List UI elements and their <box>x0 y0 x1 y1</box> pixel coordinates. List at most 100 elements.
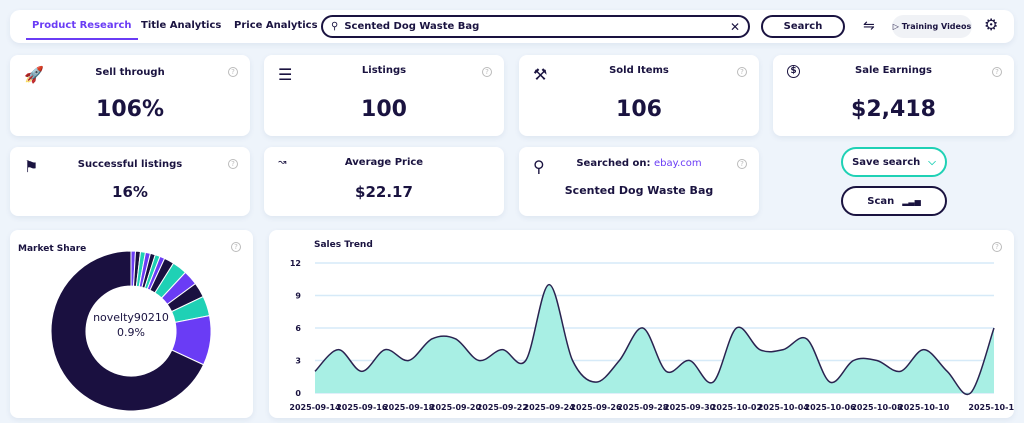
help-icon[interactable]: ? <box>482 67 492 77</box>
data-point[interactable] <box>921 347 927 353</box>
data-point[interactable] <box>944 368 950 374</box>
seller-name: novelty90210 <box>93 311 169 324</box>
y-tick-label: 6 <box>295 324 301 333</box>
data-point[interactable] <box>687 358 693 364</box>
card-value: $2,418 <box>851 97 936 122</box>
y-tick-label: 3 <box>295 357 301 366</box>
data-point[interactable] <box>382 347 388 353</box>
save-search-button[interactable]: Save search ⌵ <box>841 147 947 177</box>
sale-earnings-card: $ Sale Earnings ? $2,418 <box>773 55 1014 136</box>
scan-label: Scan <box>867 195 895 207</box>
x-tick-label: 2025-10-13 <box>968 403 1014 412</box>
data-point[interactable] <box>780 347 786 353</box>
search-button[interactable]: Search <box>761 15 845 38</box>
clear-icon[interactable]: ✕ <box>729 19 740 34</box>
x-tick-label: 2025-09-22 <box>477 403 528 412</box>
card-title: Sale Earnings <box>855 65 932 76</box>
x-tick-label: 2025-09-24 <box>524 403 576 412</box>
y-tick-label: 12 <box>290 259 301 268</box>
data-point[interactable] <box>757 347 763 353</box>
data-point[interactable] <box>499 347 505 353</box>
rocket-icon: 🚀 <box>24 65 44 84</box>
data-point[interactable] <box>312 368 318 374</box>
card-value: 106 <box>616 97 662 122</box>
data-point[interactable] <box>640 325 646 331</box>
data-point[interactable] <box>991 325 997 331</box>
data-point[interactable] <box>616 358 622 364</box>
listings-card: ☰ Listings ? 100 <box>264 55 504 136</box>
data-point[interactable] <box>429 336 435 342</box>
data-point[interactable] <box>476 358 482 364</box>
donut-center: novelty90210 0.9% <box>81 310 181 340</box>
searched-on-label: Searched on: <box>576 158 651 169</box>
filter-sliders-icon[interactable]: ⇋ <box>863 18 875 34</box>
sales-area <box>315 284 994 395</box>
data-point[interactable] <box>851 358 857 364</box>
x-tick-label: 2025-10-04 <box>758 403 810 412</box>
average-price-card: ↝ Average Price $22.17 <box>264 147 504 216</box>
x-tick-label: 2025-09-20 <box>430 403 482 412</box>
help-icon[interactable]: ? <box>228 67 238 77</box>
trend-icon: ↝ <box>278 157 287 168</box>
dollar-circle-icon: $ <box>787 65 800 78</box>
x-tick-label: 2025-09-30 <box>664 403 716 412</box>
sales-trend-chart: 0369122025-09-142025-09-162025-09-182025… <box>289 259 1014 412</box>
x-tick-label: 2025-09-28 <box>617 403 669 412</box>
help-icon[interactable]: ? <box>231 242 241 252</box>
donut-slice[interactable] <box>50 250 205 412</box>
x-tick-label: 2025-10-06 <box>805 403 857 412</box>
site-link[interactable]: ebay.com <box>653 158 702 169</box>
help-icon[interactable]: ? <box>992 242 1002 252</box>
data-point[interactable] <box>359 368 365 374</box>
data-point[interactable] <box>733 325 739 331</box>
market-share-donut <box>50 250 212 412</box>
tab-price-analytics[interactable]: Price Analytics <box>234 20 318 31</box>
data-point[interactable] <box>897 368 903 374</box>
data-point[interactable] <box>406 358 412 364</box>
sold-items-card: ⚒ Sold Items ? 106 <box>519 55 759 136</box>
inbox-icon: ⌵ <box>928 156 936 168</box>
card-value: 106% <box>96 97 164 122</box>
data-point[interactable] <box>523 358 529 364</box>
help-icon[interactable]: ? <box>737 159 747 169</box>
data-point[interactable] <box>804 336 810 342</box>
training-videos-label: Training Videos <box>901 22 972 31</box>
card-title: Sold Items <box>609 65 669 76</box>
sell-through-card: 🚀 Sell through ? 106% <box>10 55 250 136</box>
x-tick-label: 2025-10-08 <box>851 403 903 412</box>
scan-button[interactable]: Scan ▂▃▅ <box>841 186 947 216</box>
card-title: Listings <box>361 65 407 76</box>
card-title: Sell through <box>95 67 165 78</box>
gear-icon[interactable]: ⚙ <box>984 15 999 34</box>
data-point[interactable] <box>827 379 833 385</box>
data-point[interactable] <box>968 390 974 396</box>
training-videos-button[interactable]: ▷ Training Videos <box>892 15 972 38</box>
sales-trend-card: Sales Trend ? 0 3 6 9 12 2025-09-14 2025-09-16… <box>269 230 1014 418</box>
x-tick-label: 2025-09-14 <box>289 403 341 412</box>
help-icon[interactable]: ? <box>228 159 238 169</box>
successful-listings-card: ⚑ Successful listings ? 16% <box>10 147 250 216</box>
help-icon[interactable]: ? <box>992 67 1002 77</box>
tab-product-research[interactable]: Product Research <box>26 20 138 40</box>
y-tick-label: 9 <box>295 292 301 301</box>
card-value: 100 <box>361 97 407 122</box>
data-point[interactable] <box>335 347 341 353</box>
gavel-icon: ⚒ <box>533 65 548 84</box>
data-point[interactable] <box>452 336 458 342</box>
x-tick-label: 2025-09-18 <box>383 403 435 412</box>
card-title: Average Price <box>344 157 424 168</box>
data-point[interactable] <box>570 358 576 364</box>
search-input[interactable] <box>344 21 730 32</box>
data-point[interactable] <box>710 379 716 385</box>
data-point[interactable] <box>593 379 599 385</box>
searched-on-card: ⚲ Searched on: ebay.com ? Scented Dog Wa… <box>519 147 759 216</box>
x-tick-label: 2025-10-02 <box>711 403 762 412</box>
tab-title-analytics[interactable]: Title Analytics <box>141 20 222 31</box>
top-nav: Product Research Title Analytics Price A… <box>10 10 1014 43</box>
data-point[interactable] <box>546 282 552 288</box>
x-tick-label: 2025-09-26 <box>570 403 622 412</box>
help-icon[interactable]: ? <box>737 67 747 77</box>
data-point[interactable] <box>874 358 880 364</box>
data-point[interactable] <box>663 368 669 374</box>
signal-bars-icon: ▂▃▅ <box>902 196 921 206</box>
